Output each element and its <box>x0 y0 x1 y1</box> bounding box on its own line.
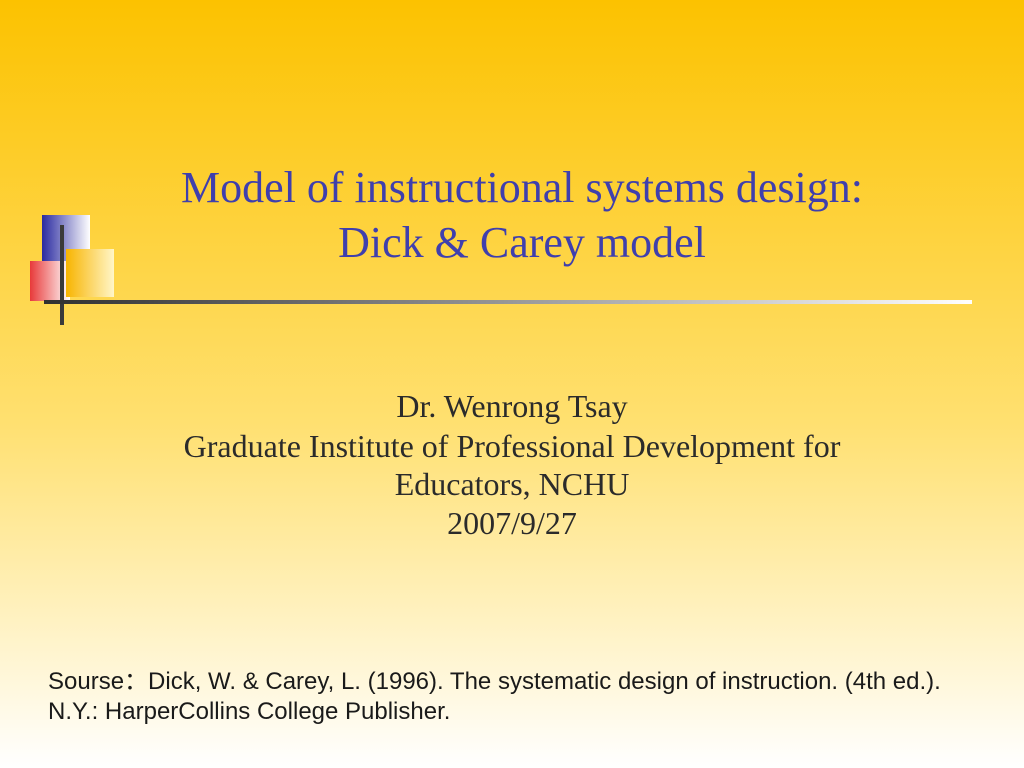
deco-cross-vertical <box>60 225 64 325</box>
subtitle-date: 2007/9/27 <box>140 505 884 543</box>
title-line-1: Model of instructional systems design: <box>181 163 863 212</box>
slide-subtitle: Dr. Wenrong Tsay Graduate Institute of P… <box>140 388 884 545</box>
deco-square-yellow <box>66 249 114 297</box>
subtitle-affiliation: Graduate Institute of Professional Devel… <box>140 428 884 504</box>
title-line-2: Dick & Carey model <box>338 218 706 267</box>
slide: Model of instructional systems design: D… <box>0 0 1024 768</box>
slide-title: Model of instructional systems design: D… <box>60 160 984 270</box>
source-citation: Sourse：Dick, W. & Carey, L. (1996). The … <box>48 667 964 728</box>
deco-square-red <box>30 261 70 301</box>
title-rule <box>44 300 972 304</box>
slide-background <box>0 0 1024 768</box>
title-decoration <box>30 215 150 335</box>
subtitle-author: Dr. Wenrong Tsay <box>140 388 884 426</box>
